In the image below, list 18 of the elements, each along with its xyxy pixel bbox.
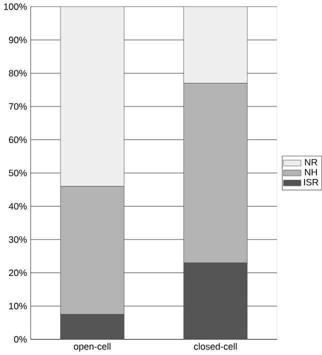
legend-label: NH	[305, 169, 317, 176]
y-tick-label: 40%	[8, 203, 27, 210]
y-tick-label: 100%	[4, 3, 27, 10]
x-tick-label: closed-cell	[194, 342, 237, 350]
y-tick-label: 80%	[8, 70, 27, 76]
y-tick-label: 30%	[8, 236, 27, 243]
y-tick-label: 70%	[9, 103, 27, 110]
y-tick-label: 50%	[8, 170, 27, 176]
y-tick-label: 0%	[14, 336, 27, 343]
y-tick-label: 60%	[9, 136, 27, 144]
bar	[60, 6, 124, 187]
bar	[183, 6, 248, 84]
legend-label: NR	[305, 159, 318, 166]
x-tick-label: open-cell	[74, 342, 110, 352]
y-tick-label: 20%	[9, 270, 27, 276]
legend-label: ISR	[304, 178, 318, 186]
y-tick-label: 10%	[9, 302, 27, 310]
y-tick-label: 90%	[9, 36, 27, 44]
